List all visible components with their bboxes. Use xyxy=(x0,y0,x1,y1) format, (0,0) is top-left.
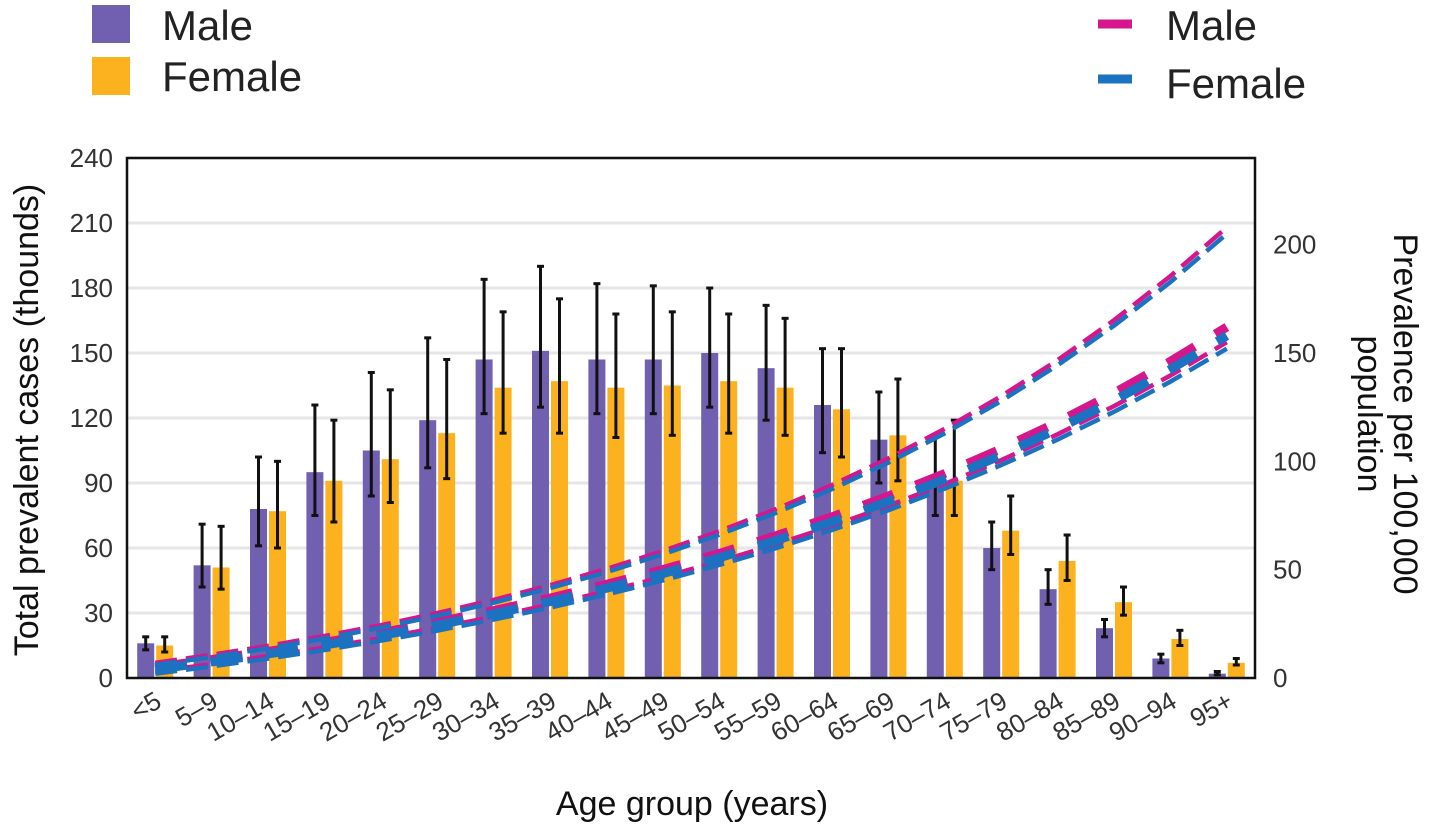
x-tick-label: 90–94 xyxy=(1104,685,1182,747)
bar-male xyxy=(926,483,944,678)
bar-female xyxy=(607,387,625,678)
y2-tick-label: 150 xyxy=(1273,338,1316,368)
legend-lines: Male Female xyxy=(1098,2,1306,107)
gridlines xyxy=(127,156,1255,615)
bar-series-group xyxy=(137,350,1245,678)
bar-female xyxy=(663,385,681,678)
legend-swatch-male-bar xyxy=(92,5,130,43)
bar-female xyxy=(1227,662,1245,678)
x-tick-label: 95+ xyxy=(1185,685,1238,733)
bar-male xyxy=(1039,589,1057,678)
bar-male xyxy=(137,643,155,678)
x-axis-title: Age group (years) xyxy=(556,785,828,823)
y-tick-label: 150 xyxy=(70,338,113,368)
bar-female xyxy=(1002,530,1020,678)
legend-swatch-female-bar xyxy=(92,57,130,95)
x-tick-label: <5 xyxy=(126,685,167,726)
y-tick-label: 240 xyxy=(70,143,113,173)
legend-label-female-bar: Female xyxy=(162,53,302,100)
legend-label-male-bar: Male xyxy=(162,2,253,49)
bar-male xyxy=(250,509,267,678)
right-axis-ticks: 0 50 100 150 200 xyxy=(1273,230,1316,693)
y2-axis-title-line1: Prevalence per 100,000 xyxy=(1386,233,1424,594)
line-upper-bound-female xyxy=(154,232,1229,668)
bar-male xyxy=(983,548,1001,678)
bar-male xyxy=(193,565,211,678)
y2-tick-label: 0 xyxy=(1273,663,1287,693)
line-lower-bound-female xyxy=(154,346,1228,676)
bar-female xyxy=(1115,602,1132,678)
line-lower-bound-male xyxy=(154,340,1228,674)
bar-female xyxy=(1058,561,1076,678)
bar-male xyxy=(362,450,380,678)
left-axis-ticks: 0 30 60 90 120 150 180 210 240 xyxy=(70,143,113,693)
plot-border xyxy=(125,156,1257,680)
line-upper-bound-male xyxy=(154,225,1229,666)
y-tick-label: 0 xyxy=(99,663,113,693)
y-tick-label: 90 xyxy=(84,468,113,498)
y-tick-label: 180 xyxy=(70,273,113,303)
y-axis-title: Total prevalent cases (thounds) xyxy=(8,184,46,656)
legend-label-male-line: Male xyxy=(1166,2,1257,49)
y2-tick-label: 200 xyxy=(1273,230,1316,260)
plot-frame xyxy=(125,156,1257,680)
y2-axis-title-line2: population xyxy=(1350,336,1388,493)
error-bars-group xyxy=(142,264,1240,677)
bar-male xyxy=(814,405,831,678)
bar-male xyxy=(306,472,324,678)
legend-label-female-line: Female xyxy=(1166,60,1306,107)
bar-male xyxy=(644,359,662,678)
y2-tick-label: 100 xyxy=(1273,446,1316,476)
y-tick-label: 120 xyxy=(70,403,113,433)
legend-bars: Male Female xyxy=(92,2,302,100)
bar-female xyxy=(1171,639,1189,678)
bar-female xyxy=(325,480,343,678)
line-estimate-female xyxy=(154,331,1230,674)
bar-male xyxy=(1152,658,1170,678)
bar-female xyxy=(269,511,286,678)
bar-female xyxy=(945,480,963,678)
y-tick-label: 30 xyxy=(84,598,113,628)
y-tick-label: 60 xyxy=(84,533,113,563)
y-tick-label: 210 xyxy=(70,208,113,238)
bar-male xyxy=(757,368,775,678)
bar-male xyxy=(1096,628,1113,678)
bar-male xyxy=(701,353,719,678)
line-series-group xyxy=(154,225,1230,676)
bar-male xyxy=(475,359,493,678)
x-axis-ticks: <5 5–910–1415–1920–2425–2930–3435–3940–44… xyxy=(126,685,1238,747)
y2-tick-label: 50 xyxy=(1273,555,1302,585)
